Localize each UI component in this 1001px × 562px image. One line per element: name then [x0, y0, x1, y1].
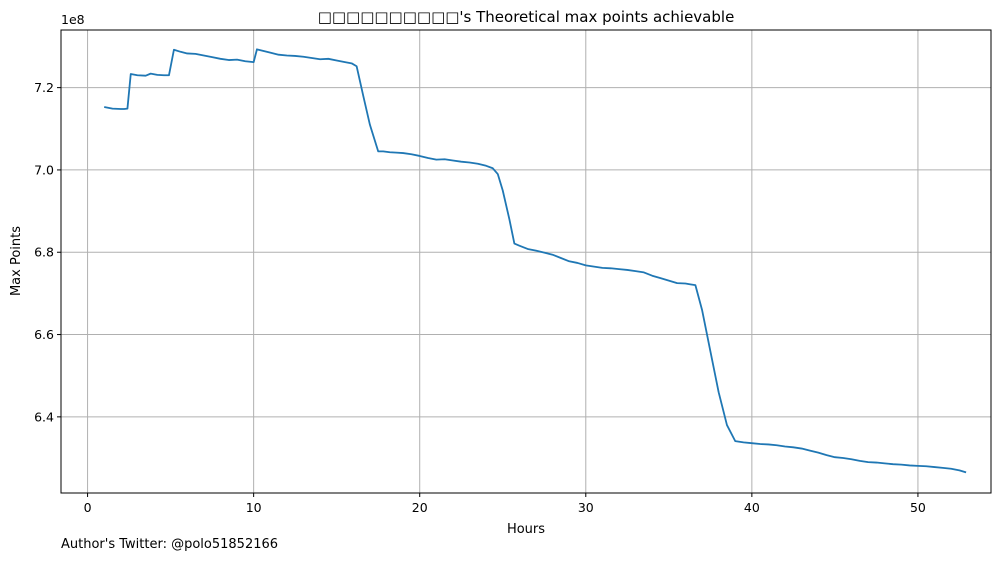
gridlines	[61, 30, 991, 493]
x-tick-label: 10	[246, 500, 262, 515]
y-axis-label: Max Points	[9, 226, 24, 296]
x-tick-label: 0	[84, 500, 92, 515]
y-ticks: 6.4 6.6 6.8 7.0 7.2	[34, 80, 61, 424]
x-tick-label: 20	[412, 500, 428, 515]
y-tick-label: 6.8	[34, 245, 54, 260]
y-offset-label: 1e8	[61, 12, 85, 27]
footer-author-credit: Author's Twitter: @polo51852166	[61, 537, 279, 552]
data-series	[104, 48, 967, 474]
y-tick-label: 7.2	[34, 80, 54, 95]
x-axis-label: Hours	[507, 522, 545, 537]
x-ticks: 0 10 20 30 40 50	[84, 493, 926, 515]
plot-frame	[60, 29, 992, 494]
chart-title: □□□□□□□□□□'s Theoretical max points achi…	[318, 8, 735, 26]
x-tick-label: 30	[578, 500, 594, 515]
x-tick-label: 40	[744, 500, 760, 515]
y-tick-label: 6.6	[34, 327, 54, 342]
y-tick-label: 6.4	[34, 409, 54, 424]
series-line	[104, 48, 967, 474]
x-tick-label: 50	[910, 500, 926, 515]
y-tick-label: 7.0	[34, 162, 54, 177]
